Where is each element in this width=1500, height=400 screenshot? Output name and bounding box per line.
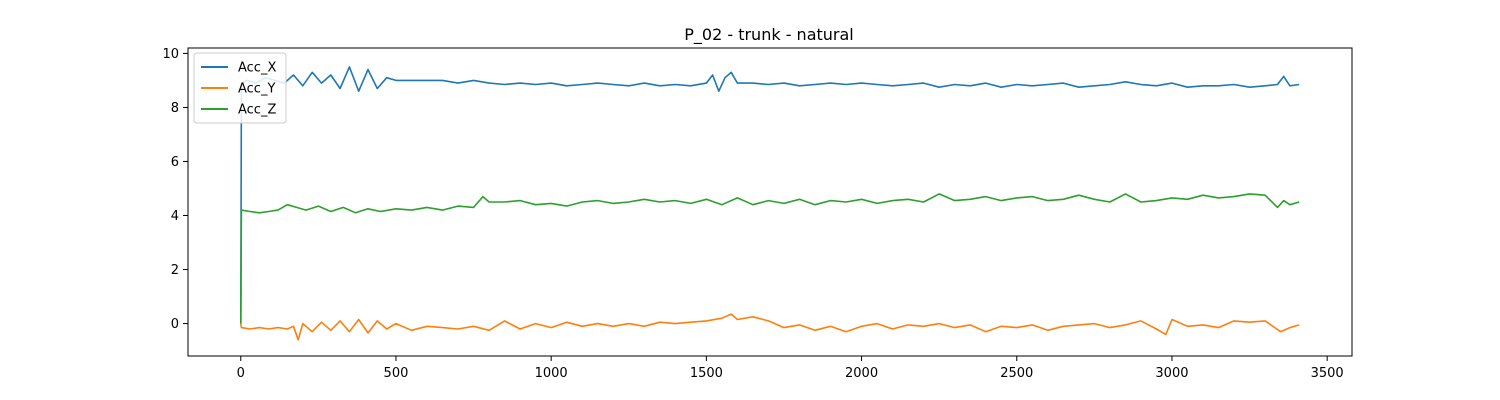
x-axis: 0 500 1000 1500 2000 2500 3000 3500	[237, 356, 1344, 381]
legend: Acc_X Acc_Y Acc_Z	[193, 52, 287, 124]
legend-label-acc-y: Acc_Y	[238, 82, 275, 97]
y-tick-label: 2	[171, 263, 179, 278]
x-tick-label: 2500	[1000, 366, 1033, 381]
chart-title: P_02 - trunk - natural	[684, 25, 853, 45]
x-tick-label: 3000	[1155, 366, 1188, 381]
legend-label-acc-z: Acc_Z	[238, 103, 276, 118]
legend-box	[193, 52, 287, 124]
plot-area	[240, 66, 1300, 341]
plot-frame	[187, 47, 1353, 357]
x-tick-label: 2000	[845, 366, 878, 381]
y-tick-label: 6	[171, 155, 179, 170]
series-line-acc-y	[240, 313, 1300, 341]
series-line-acc-x	[240, 66, 1300, 324]
x-tick-label: 500	[384, 366, 409, 381]
x-tick-label: 1000	[535, 366, 568, 381]
y-tick-label: 8	[171, 101, 179, 116]
x-tick-label: 3500	[1311, 366, 1344, 381]
series-line-acc-z	[240, 193, 1300, 324]
y-axis: 0 2 4 6 8 10	[162, 47, 188, 332]
x-tick-label: 1500	[690, 366, 723, 381]
y-tick-label: 10	[162, 47, 179, 62]
legend-label-acc-x: Acc_X	[238, 61, 276, 76]
x-tick-label: 0	[237, 366, 245, 381]
y-tick-label: 4	[171, 209, 179, 224]
y-tick-label: 0	[171, 317, 179, 332]
